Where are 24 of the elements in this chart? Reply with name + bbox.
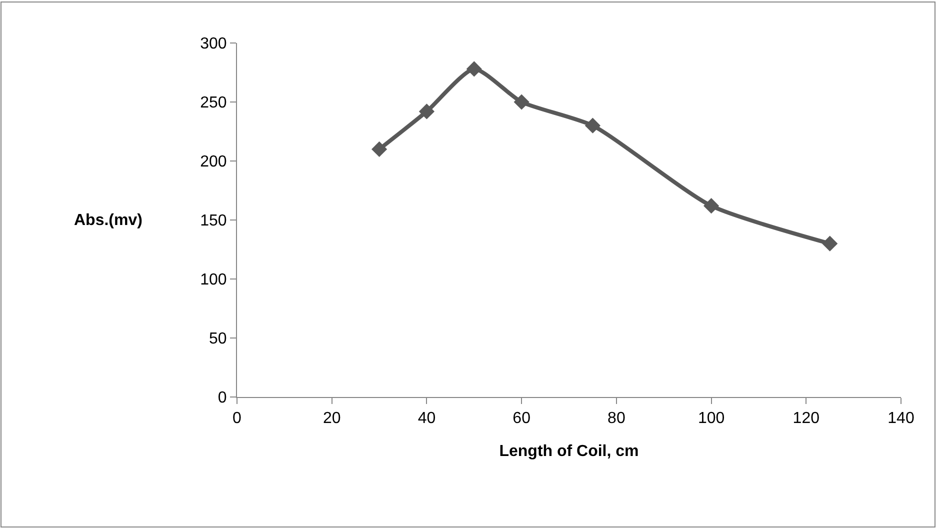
y-axis-title: Abs.(mv) (74, 212, 142, 229)
y-tick-label: 0 (218, 390, 227, 407)
x-tick-label: 120 (792, 410, 820, 428)
x-tick-label: 40 (418, 410, 436, 428)
y-tick-label: 300 (200, 36, 227, 53)
point (371, 141, 388, 157)
point (514, 94, 530, 110)
point (584, 118, 601, 134)
y-tick-label: 150 (200, 212, 227, 230)
point (418, 104, 435, 120)
point (703, 198, 720, 214)
y-tick-label: 50 (209, 330, 227, 348)
x-axis-title: Length of Coil, cm (499, 442, 639, 460)
x-tick-label: 0 (232, 410, 242, 428)
y-tick-label: 250 (200, 94, 227, 112)
x-tick-label: 80 (608, 410, 626, 428)
x-tick-label: 100 (698, 410, 725, 428)
y-tick-label: 200 (200, 154, 227, 171)
x-tick-label: 60 (512, 410, 531, 428)
y-tick-label: 100 (200, 272, 227, 289)
point (822, 236, 838, 252)
x-tick-label: 140 (888, 410, 914, 428)
x-tick-label: 20 (322, 410, 341, 428)
point (466, 61, 482, 77)
